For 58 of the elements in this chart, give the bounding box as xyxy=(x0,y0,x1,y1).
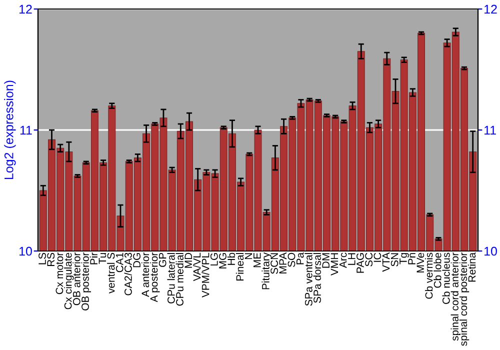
x-tick-label: Pa xyxy=(296,252,304,264)
x-tick-label: SCN xyxy=(270,253,278,274)
y2-tick-label: 10 xyxy=(484,246,497,256)
x-tick-label: spinal cord posterior xyxy=(459,252,470,346)
x-tick-label: SO xyxy=(288,252,296,267)
x-tick-label: A anterior xyxy=(141,252,150,297)
x-tick-label: LS xyxy=(38,252,46,264)
x-tick-label: A posterior xyxy=(150,252,160,302)
x-tick-label: IC xyxy=(374,252,382,262)
x-tick-label: SC xyxy=(365,252,373,266)
y2-tick-label: 12 xyxy=(484,4,497,14)
x-tick-label: VMH xyxy=(330,253,338,276)
x-tick-label: Cb lobe xyxy=(434,252,442,288)
x-tick-label: CA2/CA3 xyxy=(124,252,132,296)
x-tick-label: RS xyxy=(47,252,55,266)
x-tick-label: Cb nucleus xyxy=(442,252,450,304)
x-tick-label: spinal cord anterior xyxy=(450,252,461,341)
y-tick-label: 10 xyxy=(19,246,32,256)
x-tick-label: Tg xyxy=(400,253,409,264)
x-tick-label: Retina xyxy=(468,252,476,282)
x-tick-label: MG xyxy=(219,253,226,268)
x-tick-label: ventral S xyxy=(107,252,115,294)
x-tick-label: Pir xyxy=(90,252,98,264)
x-tick-label: MD xyxy=(184,252,192,268)
x-tick-label: DM xyxy=(322,253,330,268)
x-tick-label: SPa dorsal xyxy=(313,253,321,303)
x-tick-label: Arc xyxy=(339,252,347,268)
x-tick-label: VA/VL xyxy=(192,252,201,282)
y-tick-label: 12 xyxy=(19,4,32,14)
x-tick-label: LG xyxy=(210,253,218,266)
x-tick-label: Pituitary xyxy=(262,252,272,290)
x-tick-label: MVe xyxy=(416,252,424,272)
x-tick-label: N xyxy=(244,253,252,260)
x-tick-label: Tu xyxy=(98,253,106,264)
x-tick-label: SPa ventral xyxy=(304,253,312,306)
x-tick-label: Pineal xyxy=(236,253,244,280)
x-tick-label: Cx cingulate xyxy=(64,252,74,310)
x-tick-label: MPA xyxy=(279,252,286,274)
x-tick-label: Cx motor xyxy=(56,252,64,294)
x-tick-label: CPu medial xyxy=(176,253,184,306)
x-tick-label: Cb vermis xyxy=(425,252,433,299)
y2-tick-label: 11 xyxy=(484,126,496,135)
x-tick-label: Pn xyxy=(408,253,416,264)
x-tick-label: VPM/VPL xyxy=(202,252,210,298)
x-tick-label: CA1 xyxy=(116,252,124,272)
x-tick-label: LH xyxy=(348,253,356,265)
x-tick-label: OB anterior xyxy=(72,252,80,306)
x-tick-label: SN xyxy=(390,253,398,266)
x-tick-label: Hb xyxy=(227,252,236,265)
y-axis-title: Log2 (expression) xyxy=(4,80,16,179)
x-tick-label: DG xyxy=(133,253,140,268)
x-tick-label: GP xyxy=(158,252,166,267)
x-tick-label: PAG xyxy=(356,253,364,273)
x-tick-label: OB posterior xyxy=(81,252,91,310)
x-tick-label: ME xyxy=(254,252,261,268)
x-tick-label: VTA xyxy=(382,252,390,272)
x-tick-label: CPu lateral xyxy=(167,253,175,304)
y-tick-label: 11 xyxy=(20,126,32,135)
